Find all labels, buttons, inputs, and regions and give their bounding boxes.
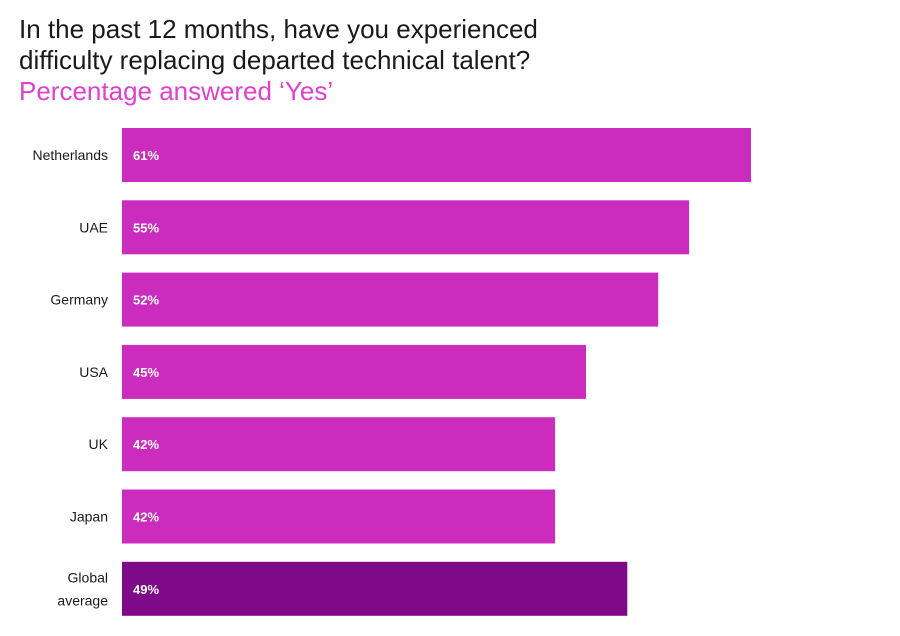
bar-value-label: 49% <box>133 582 159 597</box>
category-label: Germany <box>50 292 108 308</box>
bar <box>122 272 659 327</box>
bar-value-label: 42% <box>133 437 159 452</box>
bar <box>122 489 556 544</box>
bar <box>122 561 628 616</box>
category-label: UK <box>89 436 109 452</box>
bar <box>122 128 751 182</box>
bar-value-label: 55% <box>133 220 159 235</box>
bar-value-label: 42% <box>133 510 159 525</box>
chart-subtitle: Percentage answered ‘Yes’ <box>19 76 334 106</box>
bar-value-label: 61% <box>133 148 159 163</box>
chart-title-line-2: difficulty replacing departed technical … <box>19 45 531 75</box>
category-label: Global <box>68 569 108 585</box>
category-label: average <box>57 592 108 608</box>
bar <box>122 200 690 255</box>
category-label: Netherlands <box>33 147 109 163</box>
category-label: UAE <box>79 219 108 235</box>
bar-value-label: 45% <box>133 365 159 380</box>
bar <box>122 344 586 399</box>
category-label: USA <box>79 364 108 380</box>
chart-title-line-1: In the past 12 months, have you experien… <box>19 14 538 44</box>
bar-value-label: 52% <box>133 293 159 308</box>
bar <box>122 417 556 472</box>
category-label: Japan <box>70 509 108 525</box>
chart-title: In the past 12 months, have you experien… <box>19 14 879 76</box>
